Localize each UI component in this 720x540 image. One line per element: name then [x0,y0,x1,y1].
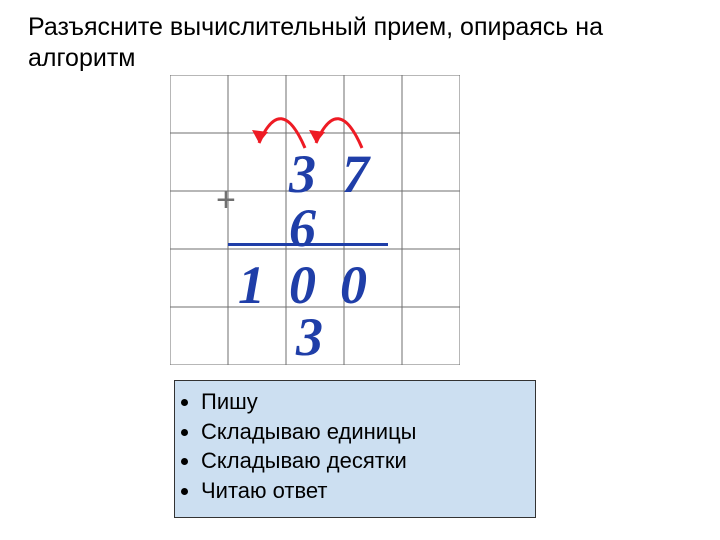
step-item: Складываю десятки [201,446,527,476]
digit-d-1: 1 [238,258,265,312]
digit-d-3-top: 3 [289,147,316,201]
digit-d-7-top: 7 [342,147,369,201]
algorithm-steps-box: Пишу Складываю единицы Складываю десятки… [174,380,536,518]
digit-d-3-below: 3 [296,310,323,364]
algorithm-steps-list: Пишу Складываю единицы Складываю десятки… [183,387,527,506]
digit-d-0-units: 0 [340,258,367,312]
step-item: Читаю ответ [201,476,527,506]
digit-d-6: 6 [289,201,316,255]
step-item: Пишу [201,387,527,417]
plus-sign: + [216,183,236,217]
digit-d-0-tens: 0 [289,258,316,312]
step-item: Складываю единицы [201,417,527,447]
